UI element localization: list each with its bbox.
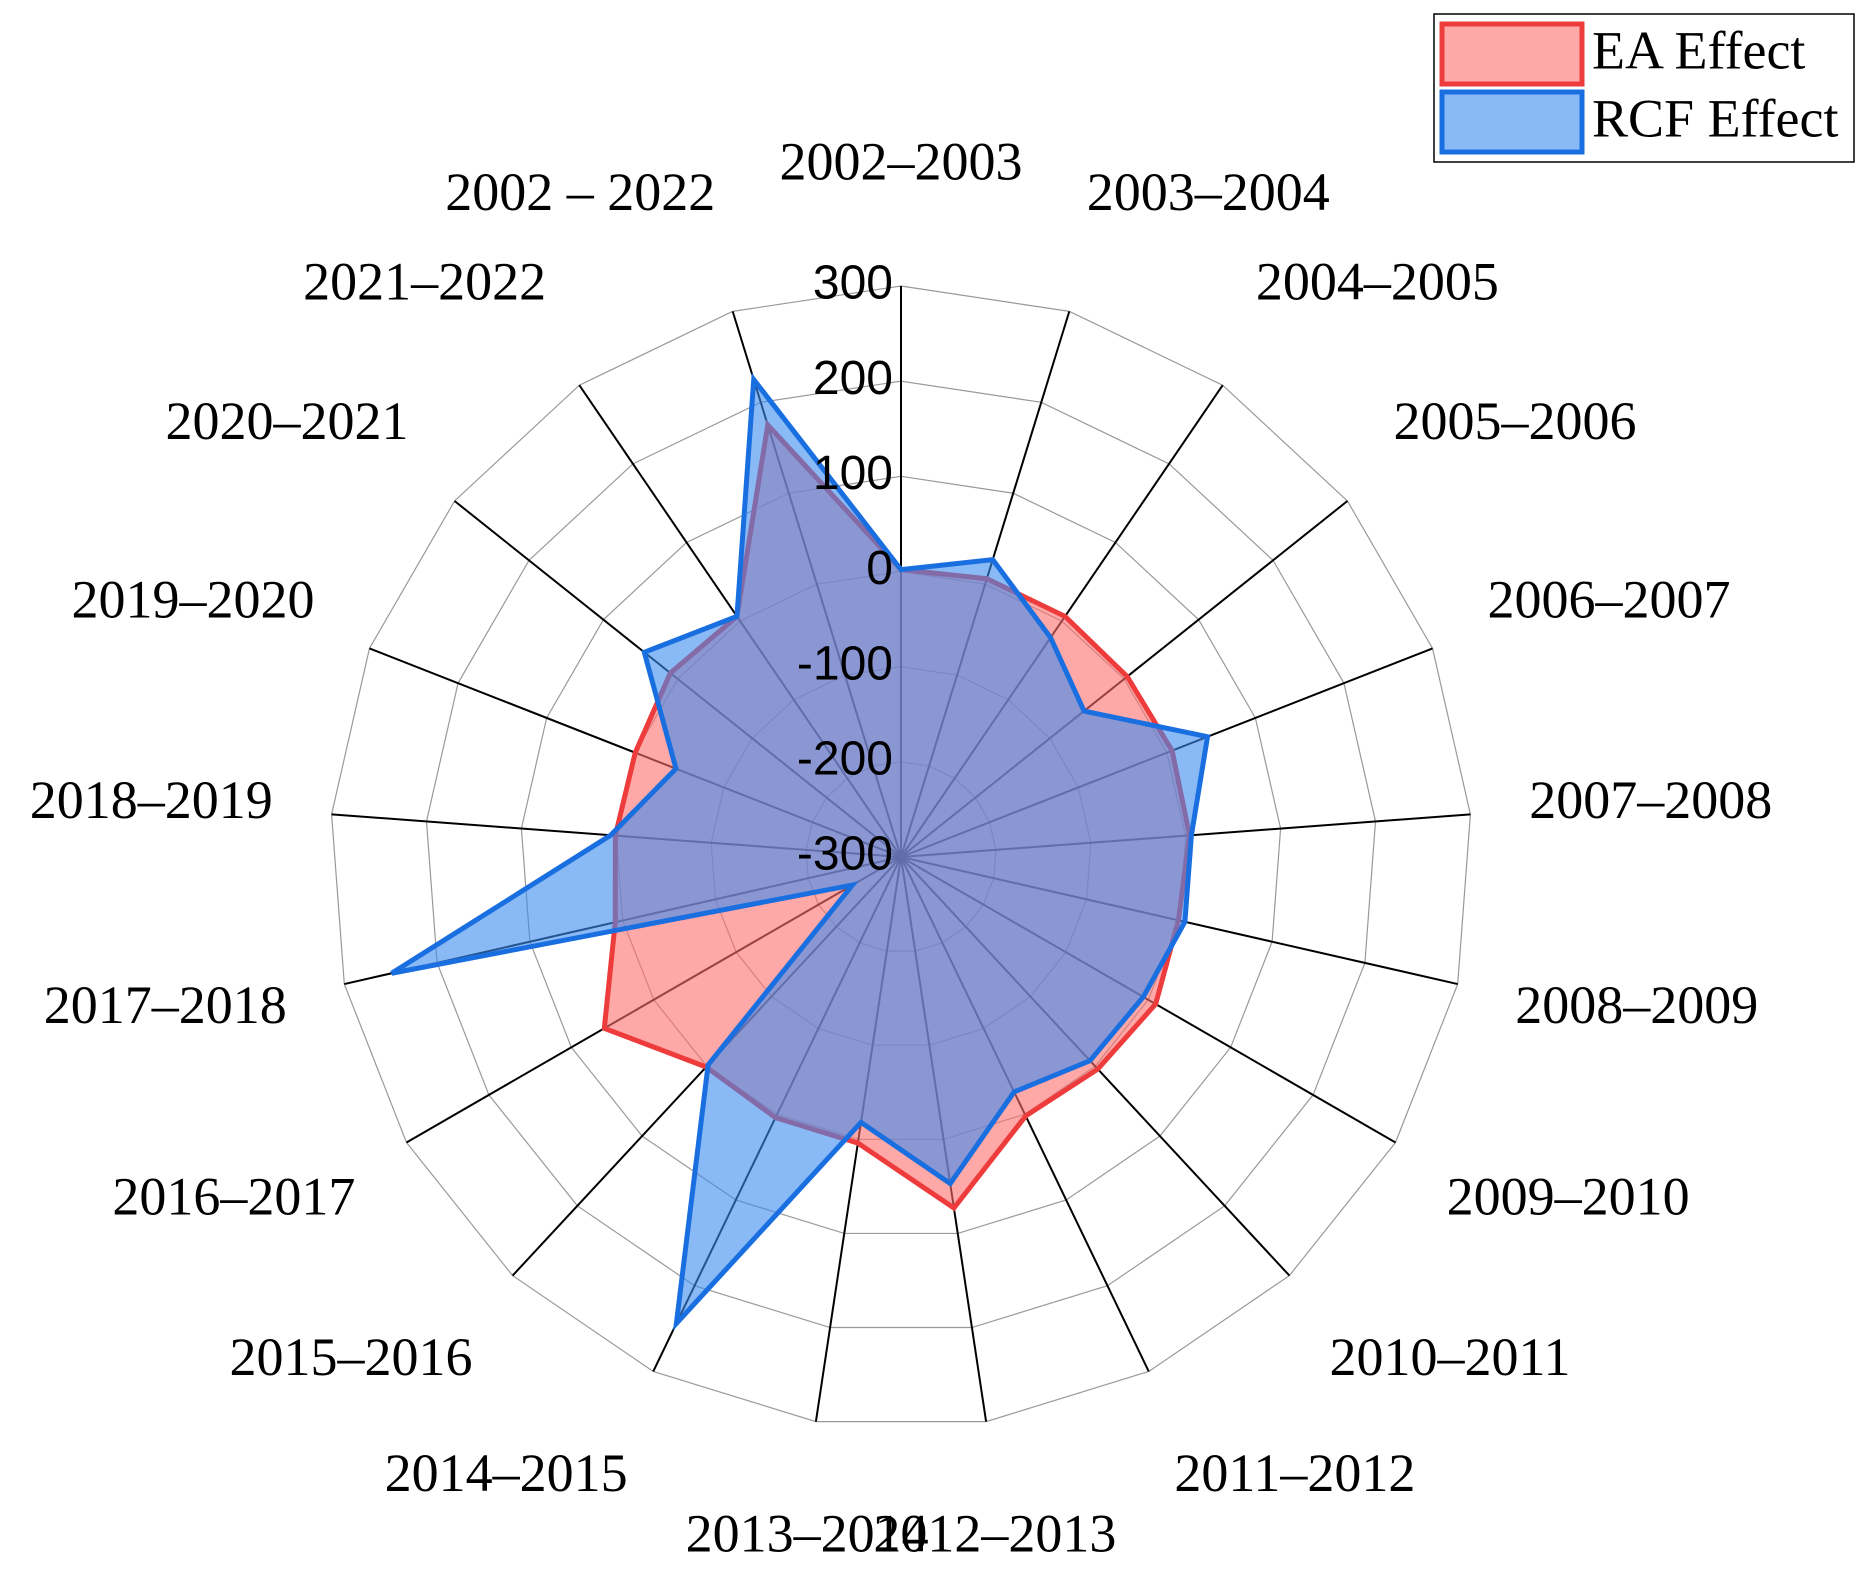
tick-label: -100 [797, 637, 893, 690]
category-label: 2006–2007 [1487, 569, 1730, 629]
legend-label: RCF Effect [1592, 88, 1838, 148]
grid-ring [425, 380, 1377, 1329]
tick-label: -200 [797, 733, 893, 786]
category-label: 2008–2009 [1515, 975, 1758, 1035]
category-label: 2018–2019 [30, 770, 273, 830]
category-label: 2002–2003 [780, 131, 1023, 191]
category-label: 2003–2004 [1087, 162, 1330, 222]
category-label: 2021–2022 [303, 251, 546, 311]
category-label: 2015–2016 [229, 1327, 472, 1387]
series-area [390, 372, 1211, 1331]
tick-label: 300 [813, 257, 893, 310]
category-label: 2007–2008 [1529, 770, 1772, 830]
legend-swatch [1439, 89, 1585, 155]
legend-swatch [1439, 21, 1585, 87]
category-label: 2019–2020 [72, 569, 315, 629]
category-label: 2014–2015 [385, 1443, 628, 1503]
category-label: 2004–2005 [1256, 251, 1499, 311]
tick-label: -300 [797, 828, 893, 881]
legend-label: EA Effect [1592, 20, 1805, 80]
tick-label: 100 [813, 447, 893, 500]
category-label: 2012–2013 [873, 1504, 1116, 1564]
category-label: 2010–2011 [1330, 1327, 1571, 1387]
category-label: 2016–2017 [112, 1166, 355, 1226]
tick-label: 0 [866, 542, 893, 595]
grid-ring [330, 285, 1472, 1423]
category-label: 2005–2006 [1394, 391, 1637, 451]
category-label: 2013–2014 [686, 1504, 929, 1564]
grid-ring [520, 475, 1282, 1235]
category-label: 2017–2018 [44, 975, 287, 1035]
category-label: 2020–2021 [165, 391, 408, 451]
category-label: 2011–2012 [1174, 1443, 1415, 1503]
category-label: 2009–2010 [1447, 1166, 1690, 1226]
tick-label: 200 [813, 352, 893, 405]
category-label: 2002 – 2022 [445, 162, 715, 222]
